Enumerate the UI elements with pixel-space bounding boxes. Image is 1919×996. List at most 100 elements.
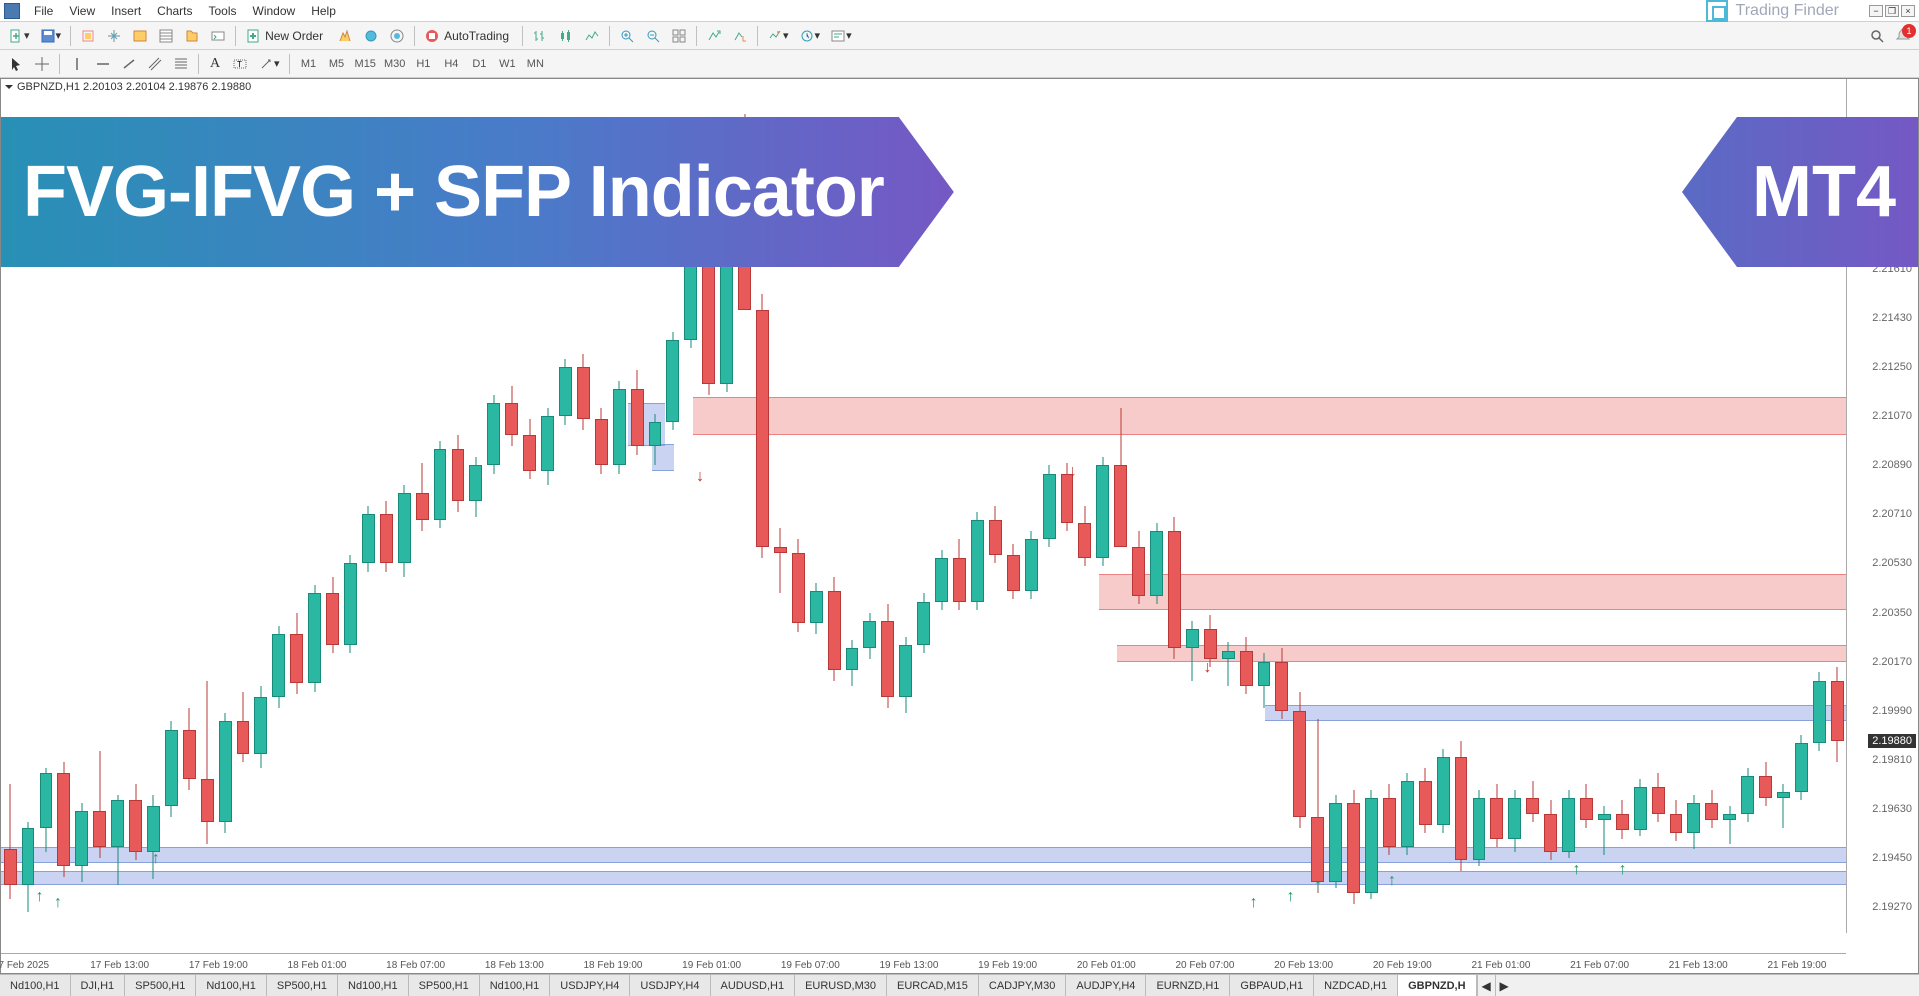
time-tick: 21 Feb 07:00 [1570,960,1629,971]
market-watch-button[interactable] [128,25,152,47]
brand-icon [1706,0,1728,22]
timeframe-w1[interactable]: W1 [493,53,521,75]
text-label-button[interactable]: T [228,53,252,75]
time-tick: 20 Feb 07:00 [1175,960,1234,971]
arrows-button[interactable]: ▾ [254,53,284,75]
crosshair-button[interactable] [102,25,126,47]
navigator-button[interactable] [180,25,204,47]
timeframe-m1[interactable]: M1 [295,53,323,75]
sfp-arrow-up: ↑ [36,888,44,906]
timeframe-d1[interactable]: D1 [465,53,493,75]
templates-button[interactable]: ▾ [826,25,856,47]
search-button[interactable] [1865,25,1889,47]
tab-5[interactable]: Nd100,H1 [338,975,409,996]
price-tick: 2.20530 [1872,557,1912,569]
autotrading-button[interactable]: AutoTrading [420,25,517,47]
menu-window[interactable]: Window [245,2,304,20]
tab-17[interactable]: NZDCAD,H1 [1314,975,1398,996]
metaquotes-button[interactable] [333,25,357,47]
indicators-button[interactable]: ▾ [763,25,793,47]
profiles-button[interactable] [76,25,100,47]
expert-button[interactable] [359,25,383,47]
menu-help[interactable]: Help [303,2,344,20]
cursor-button[interactable] [4,53,28,75]
horizontal-line-button[interactable] [91,53,115,75]
tile-windows-button[interactable] [667,25,691,47]
time-tick: 20 Feb 19:00 [1373,960,1432,971]
timeframe-m30[interactable]: M30 [380,53,409,75]
crosshair-tool-button[interactable] [30,53,54,75]
price-tick: 2.19990 [1872,705,1912,717]
chart-area[interactable]: GBPNZD,H1 2.20103 2.20104 2.19876 2.1988… [0,78,1919,974]
timeframe-h4[interactable]: H4 [437,53,465,75]
timeframe-h1[interactable]: H1 [409,53,437,75]
tab-1[interactable]: DJI,H1 [71,975,126,996]
sfp-arrow-dn: ↓ [1069,463,1077,481]
equidistant-button[interactable] [143,53,167,75]
menu-charts[interactable]: Charts [149,2,200,20]
tab-7[interactable]: Nd100,H1 [480,975,551,996]
auto-scroll-button[interactable] [702,25,726,47]
child-maximize-button[interactable]: ❐ [1885,5,1899,17]
tab-8[interactable]: USDJPY,H4 [550,975,630,996]
candle-chart-button[interactable] [554,25,578,47]
sfp-arrow-dn: ↓ [1203,659,1211,677]
timeframe-m5[interactable]: M5 [323,53,351,75]
tab-14[interactable]: AUDJPY,H4 [1066,975,1146,996]
tab-10[interactable]: AUDUSD,H1 [711,975,796,996]
fvg-zone [1099,574,1846,609]
new-order-button[interactable]: New Order [241,25,331,47]
time-axis: 17 Feb 202517 Feb 13:0017 Feb 19:0018 Fe… [1,953,1846,973]
menu-tools[interactable]: Tools [201,2,245,20]
notification-badge: 1 [1902,24,1916,38]
tab-6[interactable]: SP500,H1 [409,975,480,996]
tab-3[interactable]: Nd100,H1 [196,975,267,996]
price-tick: 2.20890 [1872,459,1912,471]
zoom-in-button[interactable] [615,25,639,47]
sfp-arrow-up: ↑ [1314,877,1322,895]
price-tick: 2.20350 [1872,607,1912,619]
tab-scroll-right[interactable]: ▶ [1495,975,1513,996]
sfp-arrow-up: ↑ [1388,872,1396,890]
timeframe-mn[interactable]: MN [521,53,549,75]
signals-button[interactable] [385,25,409,47]
tab-4[interactable]: SP500,H1 [267,975,338,996]
vertical-line-button[interactable] [65,53,89,75]
menu-insert[interactable]: Insert [103,2,149,20]
fvg-zone [652,444,674,471]
menu-file[interactable]: File [26,2,61,20]
tab-scroll-left[interactable]: ◀ [1477,975,1495,996]
timeframe-m15[interactable]: M15 [351,53,380,75]
time-tick: 18 Feb 19:00 [584,960,643,971]
fibo-button[interactable] [169,53,193,75]
zoom-out-button[interactable] [641,25,665,47]
text-button[interactable]: A [204,53,226,75]
tab-9[interactable]: USDJPY,H4 [630,975,710,996]
tab-2[interactable]: SP500,H1 [125,975,196,996]
tab-12[interactable]: EURCAD,M15 [887,975,979,996]
toolbar-draw: A T ▾ M1M5M15M30H1H4D1W1MN [0,50,1919,78]
bar-chart-button[interactable] [528,25,552,47]
chart-dropdown-icon [5,85,13,89]
tab-18[interactable]: GBPNZD,H [1398,975,1476,996]
time-tick: 19 Feb 01:00 [682,960,741,971]
tab-0[interactable]: Nd100,H1 [0,975,71,996]
save-button[interactable]: ▾ [36,25,66,47]
periods-button[interactable]: ▾ [795,25,825,47]
child-minimize-button[interactable]: − [1869,5,1883,17]
tab-16[interactable]: GBPAUD,H1 [1230,975,1314,996]
child-close-button[interactable]: × [1901,5,1915,17]
tab-13[interactable]: CADJPY,M30 [979,975,1066,996]
line-chart-button[interactable] [580,25,604,47]
data-window-button[interactable] [154,25,178,47]
menu-view[interactable]: View [61,2,103,20]
terminal-button[interactable] [206,25,230,47]
new-file-button[interactable]: ▾ [4,25,34,47]
trendline-button[interactable] [117,53,141,75]
time-tick: 18 Feb 01:00 [288,960,347,971]
tab-11[interactable]: EURUSD,M30 [795,975,887,996]
chart-header[interactable]: GBPNZD,H1 2.20103 2.20104 2.19876 2.1988… [5,81,251,93]
chart-shift-button[interactable] [728,25,752,47]
notifications-button[interactable]: 1 [1891,25,1915,47]
tab-15[interactable]: EURNZD,H1 [1146,975,1230,996]
